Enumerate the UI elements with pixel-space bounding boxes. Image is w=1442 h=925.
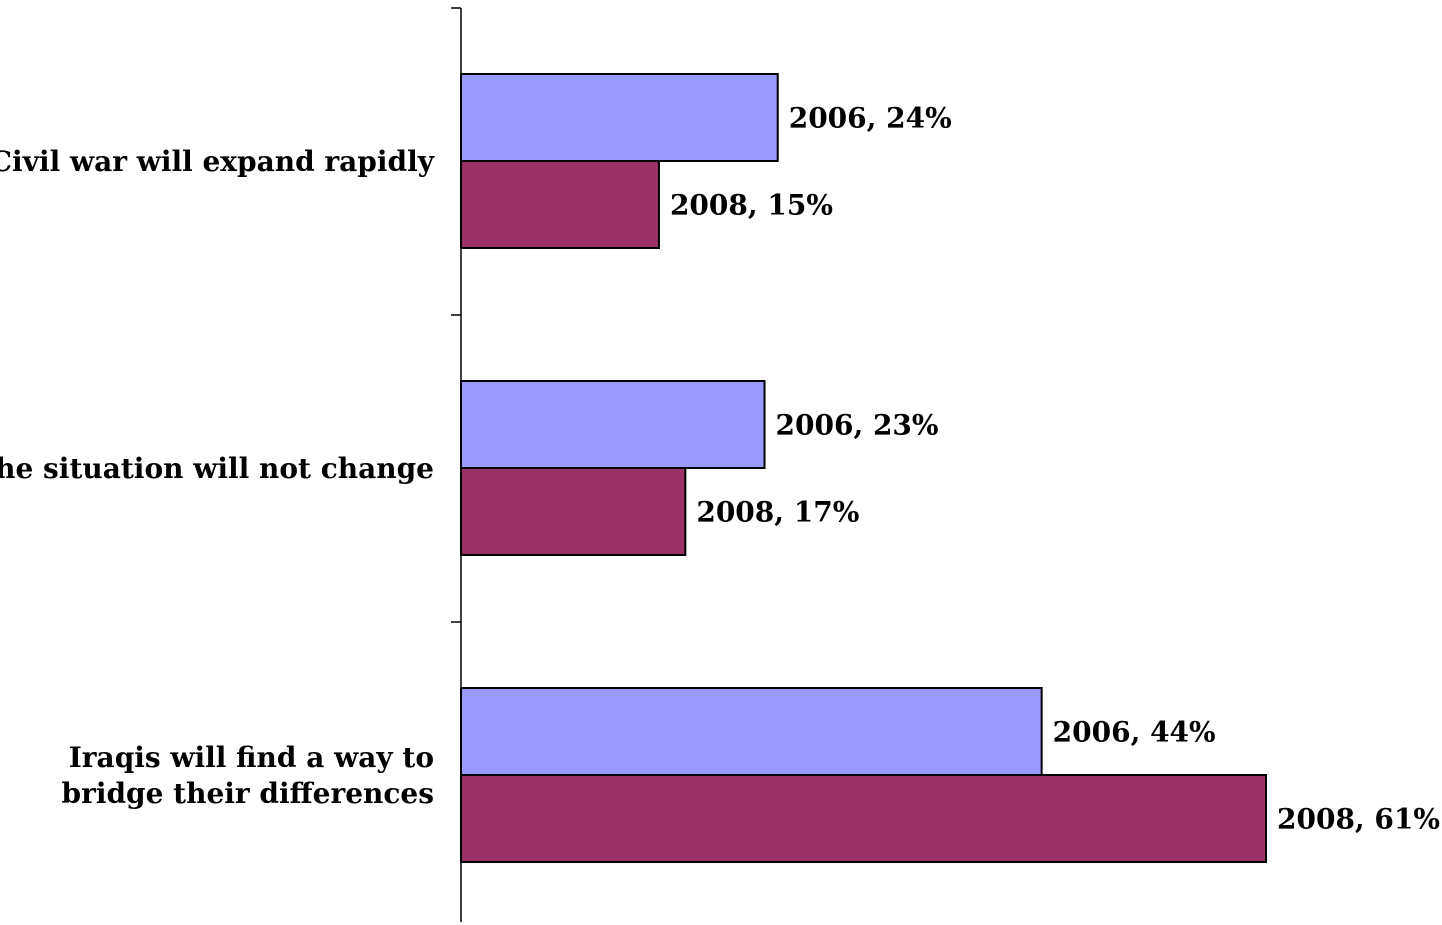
data-label-2008-0: 2008, 15% — [670, 189, 833, 222]
category-label-line: Civil war will expand rapidly — [0, 145, 435, 178]
data-label-2008-1: 2008, 17% — [696, 496, 859, 529]
bar-2006-1 — [460, 380, 766, 469]
category-label-1: The situation will not change — [0, 452, 434, 485]
bar-2008-1 — [460, 467, 687, 556]
category-label-2: Iraqis will find a way to bridge their di… — [62, 741, 435, 810]
category-label-0: Civil war will expand rapidly — [0, 145, 435, 178]
data-label-2006-1: 2006, 23% — [776, 409, 939, 442]
bar-2008-0 — [460, 160, 660, 249]
data-label-2008-2: 2008, 61% — [1277, 803, 1440, 836]
bar-2006-2 — [460, 687, 1043, 776]
category-label-line: Iraqis will find a way to — [69, 741, 434, 774]
data-label-2006-0: 2006, 24% — [789, 102, 952, 135]
category-label-line: bridge their differences — [62, 777, 435, 810]
bar-2006-0 — [460, 73, 779, 162]
data-label-2006-2: 2006, 44% — [1053, 716, 1216, 749]
bar-2008-2 — [460, 774, 1267, 863]
category-label-line: The situation will not change — [0, 452, 434, 485]
